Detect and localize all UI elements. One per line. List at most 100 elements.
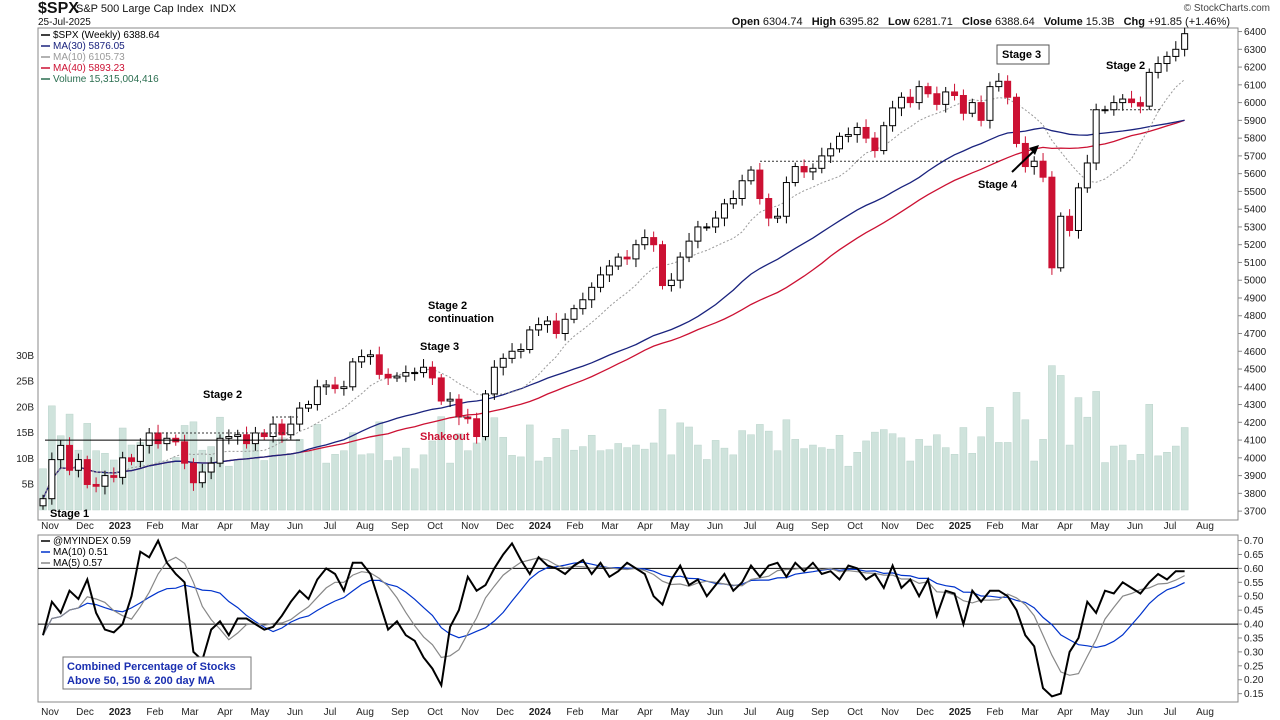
- volume-bar: [641, 448, 649, 511]
- x-axis-label: Mar: [1021, 521, 1039, 532]
- ohlc-item: Chg +91.85 (+1.46%): [1123, 16, 1230, 28]
- volume-bar: [242, 443, 251, 511]
- x-axis-label: Apr: [1057, 707, 1073, 718]
- candle-body: [1066, 215, 1074, 231]
- volume-bar: [269, 441, 277, 511]
- volume-bar: [791, 439, 799, 511]
- volume-bar: [561, 429, 569, 511]
- candle-body: [1145, 71, 1153, 107]
- volume-bar: [1003, 442, 1012, 511]
- breadth-caption: Above 50, 150 & 200 day MA: [67, 675, 215, 687]
- volume-bar: [74, 449, 83, 511]
- symbol-name: S&P 500 Large Cap Index: [76, 3, 204, 15]
- volume-bar: [225, 465, 233, 511]
- candle-body: [189, 462, 197, 484]
- price-tick-label: 5700: [1244, 151, 1267, 162]
- x-axis-label: Feb: [566, 707, 584, 718]
- price-tick-label: 5600: [1244, 169, 1267, 180]
- breadth-tick-label: 0.45: [1244, 606, 1264, 617]
- candle-body: [605, 265, 613, 276]
- candle-body: [402, 372, 410, 377]
- x-axis-label: Oct: [427, 521, 443, 532]
- candle-body: [420, 366, 428, 374]
- symbol-description: S&P 500 Large Cap Index INDX: [76, 3, 236, 15]
- volume-bar: [517, 456, 525, 511]
- candle-body: [906, 96, 914, 104]
- volume-tick-label: 25B: [16, 377, 34, 388]
- candle-body: [216, 437, 224, 464]
- candle-body: [260, 432, 268, 438]
- candle-body: [349, 361, 357, 388]
- x-axis-label: Sep: [811, 707, 829, 718]
- price-tick-label: 4500: [1244, 365, 1267, 376]
- candle-body: [305, 404, 312, 409]
- candle-body: [543, 320, 551, 326]
- volume-bar: [579, 446, 587, 511]
- volume-bar: [543, 457, 552, 511]
- stage-annotation: Stage 2: [428, 300, 467, 312]
- candle-body: [446, 398, 454, 402]
- volume-bar: [729, 454, 738, 511]
- candle-body: [968, 102, 976, 114]
- volume-bar: [1039, 439, 1047, 511]
- volume-bar: [410, 468, 419, 511]
- x-axis-label: Nov: [881, 707, 899, 718]
- volume-bar: [1136, 454, 1145, 511]
- candle-body: [74, 459, 82, 471]
- volume-bar: [941, 447, 950, 511]
- x-axis-label: Feb: [146, 707, 164, 718]
- x-axis-label: Mar: [1021, 707, 1039, 718]
- candle-body: [181, 441, 189, 464]
- volume-bar: [880, 429, 888, 511]
- candle-body: [251, 432, 259, 445]
- legend-entry: MA(10) 6105.73: [53, 52, 125, 63]
- price-tick-label: 4600: [1244, 347, 1267, 358]
- volume-bar: [464, 450, 472, 511]
- candle-body: [490, 366, 498, 395]
- volume-bar: [472, 442, 481, 511]
- candle-body: [322, 384, 330, 388]
- x-axis-label: Aug: [356, 521, 374, 532]
- candle-body: [889, 107, 897, 127]
- x-axis-label: Dec: [76, 521, 94, 532]
- candle-body: [39, 498, 47, 507]
- x-axis-label: Dec: [496, 521, 514, 532]
- stage-annotation: Shakeout: [420, 431, 470, 443]
- breadth-panel-frame: [37, 534, 1239, 703]
- candle-body: [225, 436, 233, 439]
- volume-bar: [764, 430, 773, 511]
- x-axis-label: Dec: [916, 521, 934, 532]
- candle-body: [818, 155, 826, 169]
- price-tick-label: 6000: [1244, 98, 1267, 109]
- volume-bar: [127, 444, 136, 511]
- volume-bar: [703, 459, 711, 511]
- candle-body: [694, 226, 702, 242]
- x-axis-label: Aug: [776, 521, 794, 532]
- x-axis-label: Oct: [427, 707, 443, 718]
- candle-body: [561, 318, 569, 335]
- x-axis-label: Dec: [76, 707, 94, 718]
- price-tick-label: 3800: [1244, 489, 1267, 500]
- x-axis-label: Jul: [744, 521, 757, 532]
- volume-bar: [340, 450, 348, 511]
- volume-bar: [455, 433, 463, 511]
- volume-bar: [304, 450, 313, 511]
- volume-bar: [897, 437, 906, 511]
- volume-bar: [260, 460, 268, 511]
- volume-bar: [233, 459, 242, 511]
- volume-bar: [1074, 397, 1083, 511]
- volume-bar: [366, 453, 375, 511]
- candle-body: [1048, 176, 1056, 269]
- volume-bar: [720, 447, 729, 511]
- breadth-legend-entry: MA(10) 0.51: [53, 547, 108, 558]
- candle-body: [1074, 187, 1082, 231]
- candle-body: [765, 198, 773, 219]
- x-axis-label: Sep: [811, 521, 829, 532]
- x-axis-label: Nov: [41, 521, 59, 532]
- stage-annotation: continuation: [428, 313, 494, 325]
- candle-body: [393, 375, 401, 379]
- exchange-label: INDX: [209, 3, 237, 15]
- volume-bar: [402, 447, 410, 511]
- volume-bar: [313, 424, 322, 511]
- x-axis-label: 2025: [949, 521, 972, 532]
